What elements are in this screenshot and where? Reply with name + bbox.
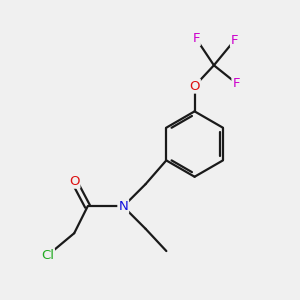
Text: F: F [231, 34, 238, 46]
Text: O: O [189, 80, 200, 93]
Text: Cl: Cl [41, 249, 54, 262]
Text: O: O [69, 175, 80, 188]
Text: N: N [118, 200, 128, 213]
Text: F: F [192, 32, 200, 45]
Text: F: F [232, 76, 240, 90]
